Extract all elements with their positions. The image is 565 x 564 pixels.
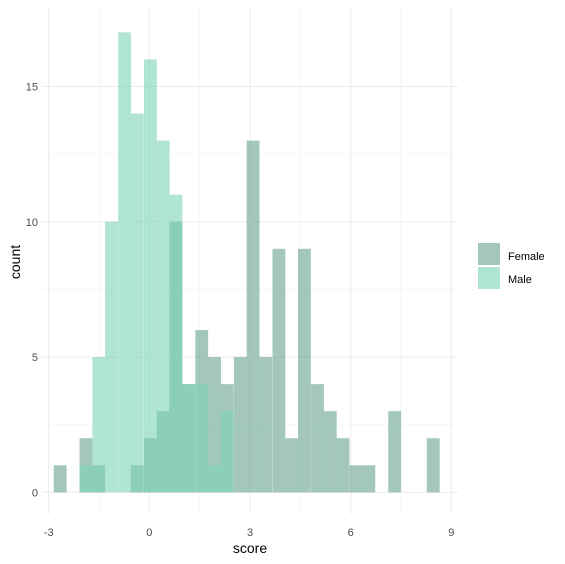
y-tick-label: 0	[32, 487, 38, 499]
legend-label-male: Male	[508, 274, 532, 286]
legend-key-female	[478, 243, 500, 265]
bar-male	[118, 32, 132, 493]
bar-female	[311, 384, 324, 493]
histogram-bars	[53, 32, 440, 493]
bar-female	[349, 465, 363, 493]
y-axis-ticks: 0 5 10 15	[26, 81, 38, 499]
y-tick-label: 5	[32, 352, 38, 364]
bar-female	[233, 357, 247, 493]
y-tick-label: 10	[26, 217, 38, 229]
bar-female	[323, 411, 337, 493]
bar-female	[362, 465, 376, 493]
bar-male	[156, 140, 170, 493]
bar-female	[208, 357, 221, 493]
bar-female	[388, 411, 402, 493]
bar-male	[208, 465, 221, 493]
bar-male	[182, 384, 196, 493]
bar-female	[336, 438, 350, 493]
legend-label-female: Female	[508, 251, 545, 263]
bar-female	[246, 140, 260, 493]
bar-male	[130, 113, 144, 493]
legend-key-male	[478, 267, 500, 289]
x-axis-ticks: -3 0 3 6 9	[44, 527, 455, 539]
bar-male	[79, 465, 93, 493]
bar-female	[285, 438, 299, 493]
bar-male	[92, 357, 106, 493]
series-male	[79, 32, 234, 493]
bar-male	[195, 384, 209, 493]
bar-male	[220, 411, 234, 493]
x-tick-label: -3	[44, 527, 54, 539]
bar-female	[297, 248, 311, 493]
bar-male	[169, 194, 183, 493]
bar-male	[105, 221, 118, 493]
y-axis-title: count	[7, 245, 23, 279]
x-tick-label: 6	[348, 527, 354, 539]
bar-female	[259, 357, 273, 493]
y-tick-label: 15	[26, 81, 38, 93]
x-tick-label: 0	[146, 527, 152, 539]
x-tick-label: 9	[448, 527, 454, 539]
x-tick-label: 3	[247, 527, 253, 539]
bar-female	[53, 465, 67, 493]
x-axis-title: score	[233, 540, 267, 556]
legend: Female Male	[478, 243, 545, 289]
bar-male	[143, 59, 157, 493]
bar-female	[272, 248, 286, 493]
bar-female	[426, 438, 440, 493]
